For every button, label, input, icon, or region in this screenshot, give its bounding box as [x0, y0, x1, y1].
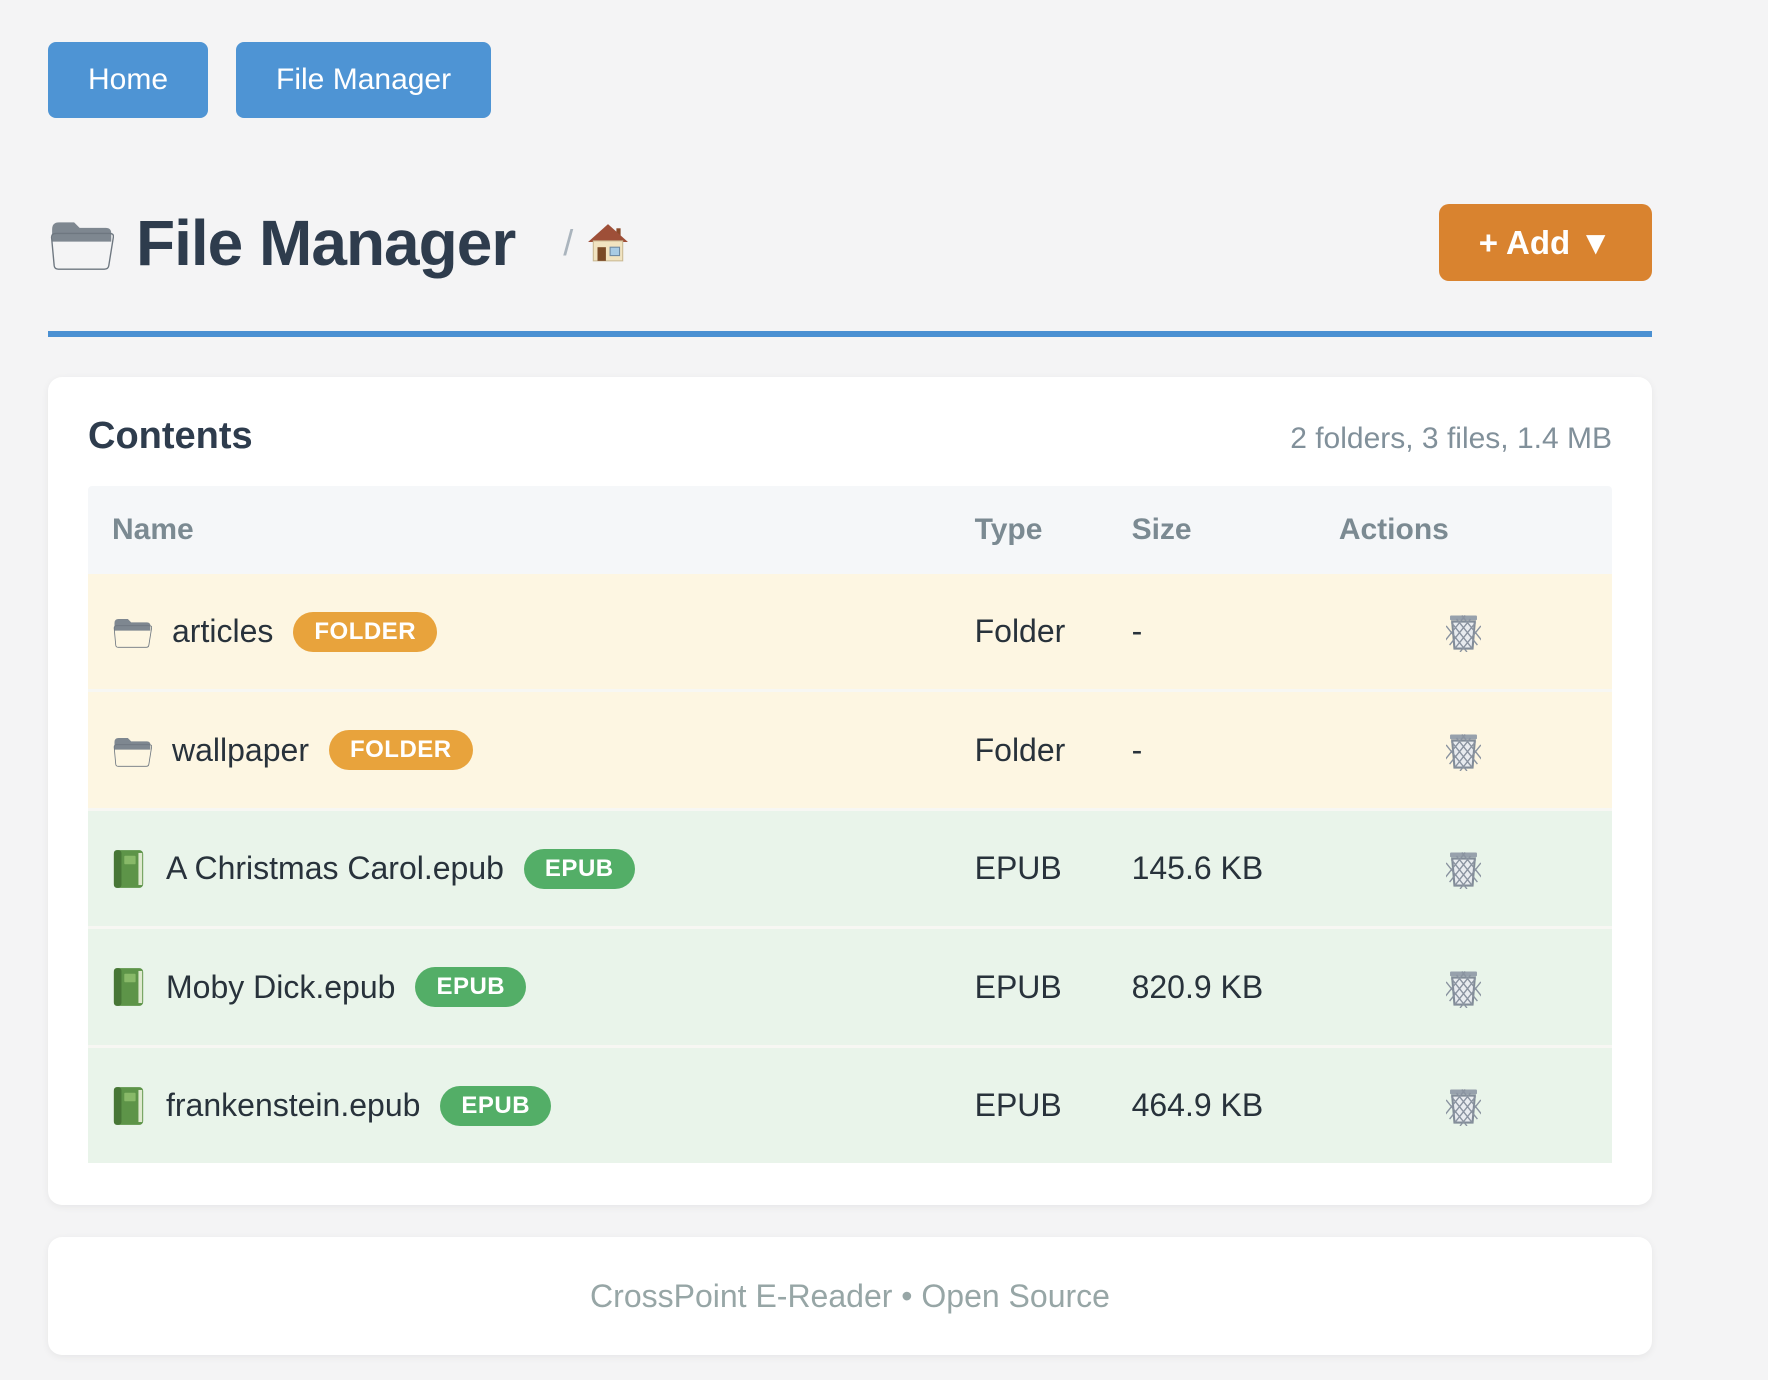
file-size: 820.9 KB: [1107, 926, 1315, 1047]
delete-button[interactable]: [1442, 1082, 1485, 1130]
file-name[interactable]: A Christmas Carol.epub: [166, 850, 504, 887]
delete-button[interactable]: [1442, 964, 1485, 1012]
delete-button[interactable]: [1442, 845, 1485, 893]
folder-badge: FOLDER: [293, 611, 438, 652]
file-type: Folder: [950, 689, 1108, 810]
top-nav: Home File Manager: [48, 42, 1652, 118]
file-type: EPUB: [950, 807, 1108, 928]
contents-summary: 2 folders, 3 files, 1.4 MB: [1290, 422, 1612, 455]
table-row: frankenstein.epub EPUB EPUB 464.9 KB: [88, 1044, 1612, 1164]
column-header-name: Name: [88, 486, 951, 574]
file-size: 145.6 KB: [1107, 807, 1315, 928]
folder-icon: [112, 733, 152, 768]
contents-card: Contents 2 folders, 3 files, 1.4 MB Name…: [48, 377, 1652, 1206]
column-header-size: Size: [1107, 486, 1315, 574]
file-name[interactable]: frankenstein.epub: [166, 1087, 421, 1124]
book-icon: [112, 966, 146, 1008]
file-size: -: [1107, 574, 1315, 691]
file-manager-button[interactable]: File Manager: [236, 42, 492, 118]
folder-icon: [112, 614, 152, 649]
epub-badge: EPUB: [523, 848, 635, 889]
epub-badge: EPUB: [415, 967, 527, 1008]
title-divider: [48, 331, 1652, 337]
page: Home File Manager File Manager / + Add ▼…: [48, 0, 1652, 1356]
trash-icon: [1446, 968, 1481, 1008]
trash-icon: [1446, 849, 1481, 889]
breadcrumb: /: [563, 222, 629, 264]
table-row: wallpaper FOLDER Folder -: [88, 689, 1612, 810]
breadcrumb-separator: /: [563, 221, 574, 263]
file-name[interactable]: wallpaper: [172, 731, 309, 768]
table-row: Moby Dick.epub EPUB EPUB 820.9 KB: [88, 926, 1612, 1047]
page-title: File Manager: [136, 206, 516, 279]
column-header-type: Type: [950, 486, 1108, 574]
trash-icon: [1446, 731, 1481, 771]
column-header-actions: Actions: [1314, 486, 1612, 574]
footer: CrossPoint E-Reader • Open Source: [48, 1237, 1652, 1356]
folder-icon: [48, 214, 114, 272]
delete-button[interactable]: [1442, 727, 1485, 775]
home-button[interactable]: Home: [48, 42, 209, 118]
epub-badge: EPUB: [440, 1085, 552, 1126]
trash-icon: [1446, 1086, 1481, 1126]
footer-text: CrossPoint E-Reader • Open Source: [590, 1277, 1110, 1314]
file-size: 464.9 KB: [1107, 1044, 1315, 1164]
book-icon: [112, 848, 146, 890]
folder-badge: FOLDER: [328, 730, 473, 771]
card-title: Contents: [88, 415, 253, 457]
file-size: -: [1107, 689, 1315, 810]
breadcrumb-home-link[interactable]: [587, 222, 629, 264]
file-name[interactable]: articles: [172, 613, 274, 650]
file-type: EPUB: [950, 926, 1108, 1047]
file-name[interactable]: Moby Dick.epub: [166, 968, 396, 1005]
page-header: File Manager / + Add ▼: [48, 204, 1652, 281]
files-table: Name Type Size Actions articles FOLDER F…: [88, 486, 1612, 1164]
add-button[interactable]: + Add ▼: [1438, 204, 1652, 281]
home-icon: [587, 222, 629, 264]
book-icon: [112, 1085, 146, 1127]
file-type: Folder: [950, 574, 1108, 691]
file-type: EPUB: [950, 1044, 1108, 1164]
table-header-row: Name Type Size Actions: [88, 486, 1612, 574]
trash-icon: [1446, 612, 1481, 652]
table-row: articles FOLDER Folder -: [88, 574, 1612, 691]
table-row: A Christmas Carol.epub EPUB EPUB 145.6 K…: [88, 807, 1612, 928]
delete-button[interactable]: [1442, 608, 1485, 656]
